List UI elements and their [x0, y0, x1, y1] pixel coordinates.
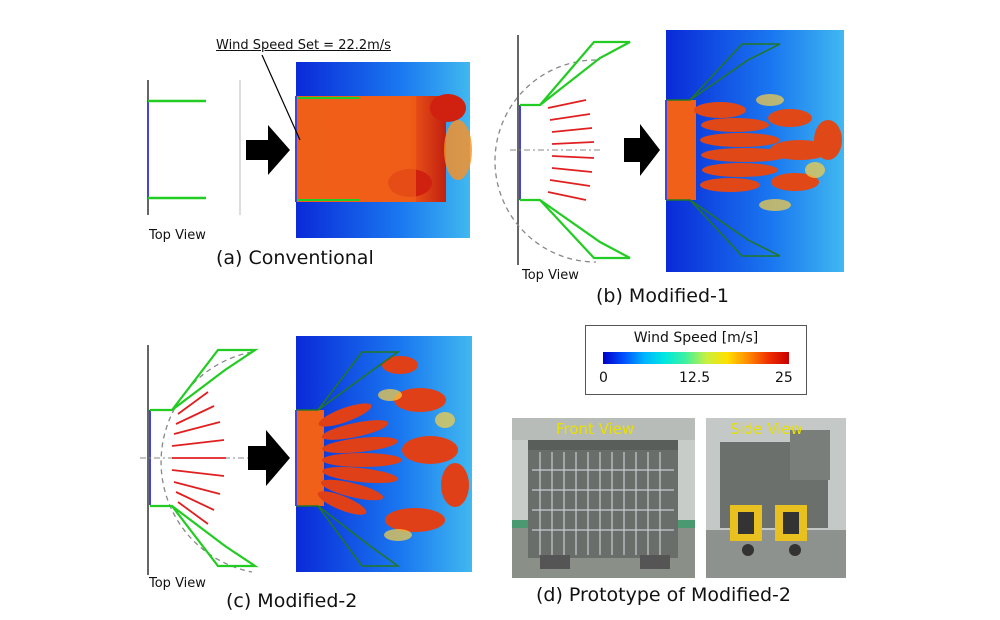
legend-tick-max: 25 — [775, 370, 793, 386]
front-view-label: Front View — [556, 420, 635, 438]
panel-b-caption: (b) Modified-1 — [596, 285, 729, 307]
legend-tick-mid: 12.5 — [679, 370, 711, 386]
panel-b-top-view-sketch — [494, 35, 631, 265]
panel-b-top-view-label: Top View — [522, 268, 579, 283]
panel-b-flow-arrow — [624, 124, 660, 176]
panel-c-cfd-plot — [295, 336, 472, 572]
panel-a-annotation-leader — [261, 54, 301, 141]
side-view-photo — [706, 418, 846, 578]
panel-b-cfd-plot — [665, 30, 844, 272]
legend-tick-min: 0 — [599, 370, 608, 386]
panel-c-flow-arrow — [248, 430, 290, 486]
panel-a-cfd-plot — [295, 62, 472, 238]
legend-color-bar — [603, 352, 789, 364]
panel-c-top-view-label: Top View — [149, 576, 206, 591]
panel-a — [147, 54, 472, 238]
legend-title: Wind Speed [m/s] — [633, 330, 759, 346]
front-view-photo — [512, 418, 695, 578]
wind-speed-legend: Wind Speed [m/s] 0 12.5 25 — [585, 325, 807, 395]
side-view-label: Side View — [730, 420, 803, 438]
panel-d-caption: (d) Prototype of Modified-2 — [536, 584, 791, 606]
panel-b — [494, 30, 844, 272]
panel-c — [140, 336, 472, 575]
panel-d — [512, 418, 846, 578]
panel-a-top-view-sketch — [147, 80, 241, 215]
wind-speed-set-annotation: Wind Speed Set = 22.2m/s — [216, 38, 391, 53]
panel-a-flow-arrow — [246, 125, 290, 175]
panel-a-caption: (a) Conventional — [216, 247, 374, 269]
panel-c-caption: (c) Modified-2 — [226, 590, 358, 612]
panel-c-top-view-sketch — [140, 345, 259, 575]
panel-a-top-view-label: Top View — [149, 228, 206, 243]
